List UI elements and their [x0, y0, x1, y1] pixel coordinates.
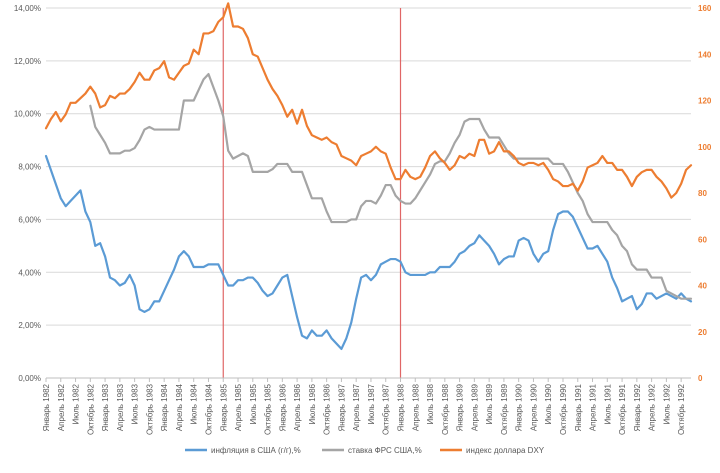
x-tick-label: Январь 1991 — [574, 383, 583, 431]
legend: инфляция в США (г/г),% ставка ФРС США,% ин… — [185, 446, 545, 455]
x-tick-label: Октябрь 1990 — [559, 383, 568, 435]
x-tick-label: Январь 1982 — [42, 383, 51, 431]
legend-label: инфляция в США (г/г),% — [211, 446, 301, 455]
right-tick-label: 140 — [698, 50, 712, 59]
x-tick-label: Апрель 1989 — [470, 383, 479, 431]
x-tick-label: Январь 1984 — [160, 383, 169, 431]
left-tick-label: 6,00% — [18, 215, 41, 224]
x-tick-label: Октябрь 1985 — [264, 383, 273, 435]
x-tick-label: Январь 1985 — [219, 383, 228, 431]
x-tick-label: Январь 1987 — [337, 383, 346, 431]
x-tick-label: Октябрь 1982 — [86, 383, 95, 435]
left-tick-label: 14,00% — [14, 4, 41, 13]
x-tick-label: Апрель 1987 — [352, 383, 361, 431]
x-tick-label: Июль 1992 — [662, 383, 671, 424]
legend-label: индекс доллара DXY — [466, 446, 545, 455]
x-tick-label: Июль 1986 — [308, 383, 317, 424]
x-tick-label: Январь 1989 — [456, 383, 465, 431]
x-axis: Январь 1982 Апрель 1982 Июль 1982 Октябрь 1… — [42, 377, 691, 435]
x-tick-label: Октябрь 1992 — [677, 383, 686, 435]
x-tick-label: Июль 1991 — [603, 383, 612, 424]
x-tick-label: Октябрь 1984 — [204, 383, 213, 435]
series-line — [44, 154, 693, 351]
left-axis: 0,00% 2,00% 4,00% 6,00% 8,00% 10,00% 12,00% 14,… — [14, 4, 41, 383]
x-tick-label: Январь 1992 — [633, 383, 642, 431]
x-tick-label: Октябрь 1983 — [145, 383, 154, 435]
left-tick-label: 0,00% — [18, 374, 41, 383]
x-tick-label: Июль 1983 — [131, 383, 140, 424]
right-tick-label: 0 — [698, 374, 703, 383]
left-tick-label: 10,00% — [14, 110, 41, 119]
right-tick-label: 60 — [698, 235, 707, 244]
left-tick-label: 12,00% — [14, 57, 41, 66]
x-tick-label: Январь 1983 — [101, 383, 110, 431]
x-tick-label: Апрель 1984 — [175, 383, 184, 431]
right-tick-label: 40 — [698, 282, 707, 291]
x-tick-label: Июль 1984 — [190, 383, 199, 424]
x-tick-label: Январь 1988 — [397, 383, 406, 431]
left-tick-label: 4,00% — [18, 268, 41, 277]
right-tick-label: 20 — [698, 328, 707, 337]
x-tick-label: Январь 1990 — [515, 383, 524, 431]
legend-label: ставка ФРС США,% — [348, 446, 422, 455]
right-tick-label: 100 — [698, 143, 712, 152]
left-tick-label: 2,00% — [18, 321, 41, 330]
x-tick-label: Октябрь 1986 — [323, 383, 332, 435]
right-tick-label: 80 — [698, 189, 707, 198]
x-tick-label: Октябрь 1988 — [441, 383, 450, 435]
x-tick-label: Июль 1989 — [485, 383, 494, 424]
x-tick-label: Апрель 1983 — [116, 383, 125, 431]
x-tick-label: Апрель 1985 — [234, 383, 243, 431]
series-line — [89, 72, 693, 300]
right-tick-label: 160 — [698, 4, 712, 13]
right-axis: 0 20 40 60 80 100 120 140 160 — [698, 4, 712, 383]
series-lines — [44, 2, 693, 351]
x-tick-label: Октябрь 1989 — [500, 383, 509, 435]
right-tick-label: 120 — [698, 97, 712, 106]
x-tick-label: Июль 1985 — [249, 383, 258, 424]
x-tick-label: Июль 1988 — [426, 383, 435, 424]
x-tick-label: Апрель 1991 — [589, 383, 598, 431]
series-line — [44, 2, 693, 199]
x-tick-label: Октябрь 1991 — [618, 383, 627, 435]
x-tick-label: Июль 1990 — [544, 383, 553, 424]
event-markers — [222, 8, 402, 378]
x-tick-label: Июль 1987 — [367, 383, 376, 424]
x-tick-label: Апрель 1986 — [293, 383, 302, 431]
left-tick-label: 8,00% — [18, 163, 41, 172]
x-tick-label: Апрель 1992 — [648, 383, 657, 431]
x-tick-label: Апрель 1990 — [529, 383, 538, 431]
x-tick-label: Июль 1982 — [72, 383, 81, 424]
x-tick-label: Октябрь 1987 — [382, 383, 391, 435]
x-tick-label: Январь 1986 — [278, 383, 287, 431]
x-tick-label: Апрель 1988 — [411, 383, 420, 431]
x-tick-label: Апрель 1982 — [57, 383, 66, 431]
